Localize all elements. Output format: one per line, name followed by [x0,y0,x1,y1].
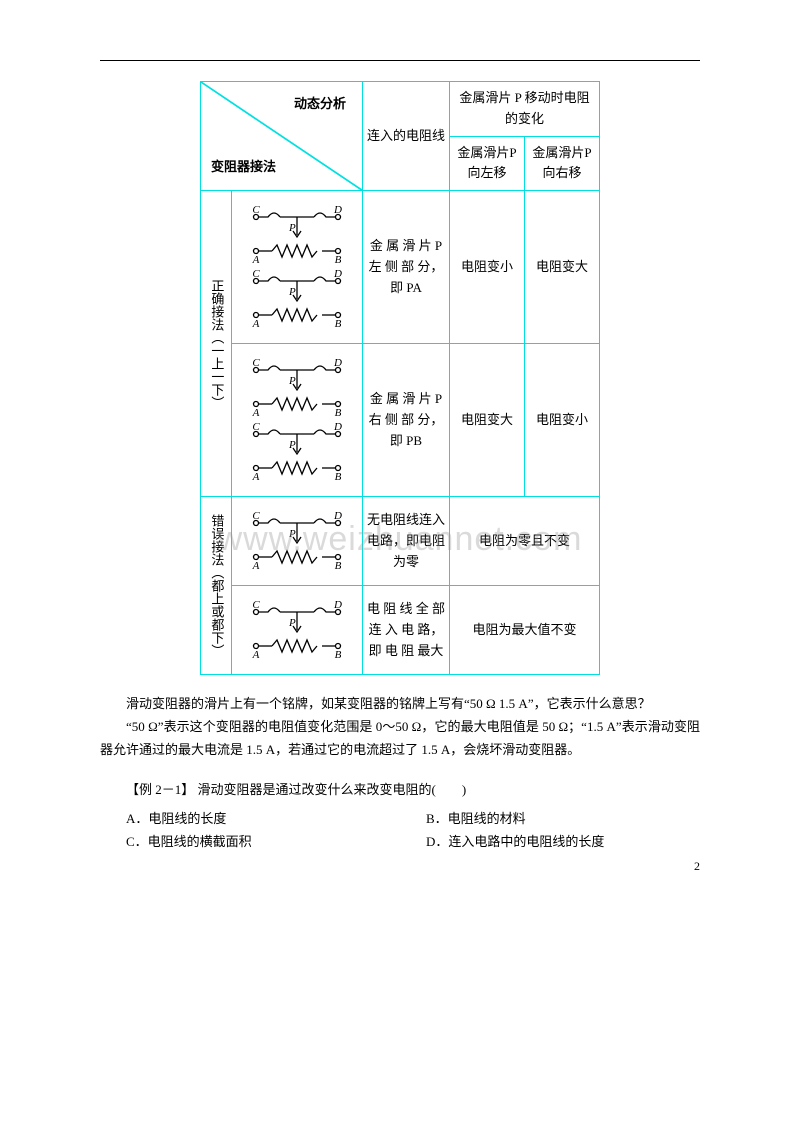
svg-text:B: B [335,407,342,418]
svg-text:C: C [252,205,260,216]
page-number: 2 [694,859,700,874]
option-b: B．电阻线的材料 [400,808,700,831]
r1-left: 电阻变小 [450,191,525,344]
page: www.weizhuannet.com 动态分析 变阻器接法 连入的电阻线 金属… [0,0,800,894]
col3-right-header: 金属滑片P向右移 [525,136,600,191]
svg-text:D: D [333,422,342,433]
r1-desc: 金 属 滑 片 P 左 侧 部 分，即 PA [363,191,450,344]
svg-text:P: P [288,286,296,298]
circuit-ac-bd: C D P A B [232,191,363,344]
svg-text:A: A [252,649,260,660]
paragraph-1: 滑动变阻器的滑片上有一个铭牌，如某变阻器的铭牌上写有“50 Ω 1.5 A”，它… [100,693,700,716]
option-c: C．电阻线的横截面积 [100,831,400,854]
option-a: A．电阻线的长度 [100,808,400,831]
r2-right: 电阻变小 [525,344,600,497]
circuit-ab: C D P A B [232,586,363,675]
svg-text:A: A [252,318,260,329]
svg-text:B: B [335,649,342,660]
svg-text:P: P [288,375,296,387]
diag-bottom-label: 变阻器接法 [211,157,276,178]
svg-text:C: C [252,422,260,433]
col3-title: 金属滑片 P 移动时电阻的变化 [450,82,600,137]
svg-text:D: D [333,269,342,280]
circuit-cd: C D P A B [232,497,363,586]
r3-desc: 无电阻线连入电路，即电阻为零 [363,497,450,586]
example-title: 【例 2－1】 滑动变阻器是通过改变什么来改变电阻的( ) [100,779,700,802]
r4-merge: 电阻为最大值不变 [450,586,600,675]
svg-text:C: C [252,600,260,611]
svg-text:D: D [333,358,342,369]
row-label-correct: 正确接法（一上一下） [201,191,232,497]
svg-text:P: P [288,617,296,629]
svg-text:D: D [333,600,342,611]
circuit-pb: C D P A B [232,344,363,497]
svg-text:A: A [252,407,260,418]
svg-text:D: D [333,205,342,216]
svg-text:B: B [335,254,342,265]
paragraph-2: “50 Ω”表示这个变阻器的电阻值变化范围是 0～50 Ω，它的最大电阻值是 5… [100,716,700,762]
col3-left-header: 金属滑片P向左移 [450,136,525,191]
options: A．电阻线的长度 B．电阻线的材料 C．电阻线的横截面积 D．连入电路中的电阻线… [100,808,700,854]
rheostat-table: 动态分析 变阻器接法 连入的电阻线 金属滑片 P 移动时电阻的变化 金属滑片P向… [200,81,600,675]
svg-text:A: A [252,471,260,482]
row-label-wrong: 错误接法（都上或都下） [201,497,232,675]
svg-text:B: B [335,560,342,571]
r3-merge: 电阻为零且不变 [450,497,600,586]
diag-header: 动态分析 变阻器接法 [201,82,363,191]
top-rule [100,60,700,61]
svg-text:C: C [252,269,260,280]
svg-text:B: B [335,318,342,329]
svg-text:B: B [335,471,342,482]
svg-text:C: C [252,358,260,369]
svg-text:C: C [252,511,260,522]
svg-text:A: A [252,254,260,265]
r2-desc: 金 属 滑 片 P 右 侧 部 分，即 PB [363,344,450,497]
svg-text:P: P [288,222,296,234]
option-d: D．连入电路中的电阻线的长度 [400,831,700,854]
svg-text:A: A [252,560,260,571]
r4-desc: 电 阻 线 全 部 连 入 电 路，即 电 阻 最大 [363,586,450,675]
r1-right: 电阻变大 [525,191,600,344]
col2-header: 连入的电阻线 [363,82,450,191]
r2-left: 电阻变大 [450,344,525,497]
svg-text:P: P [288,439,296,451]
diag-top-label: 动态分析 [294,94,346,115]
svg-text:P: P [288,528,296,540]
svg-text:D: D [333,511,342,522]
